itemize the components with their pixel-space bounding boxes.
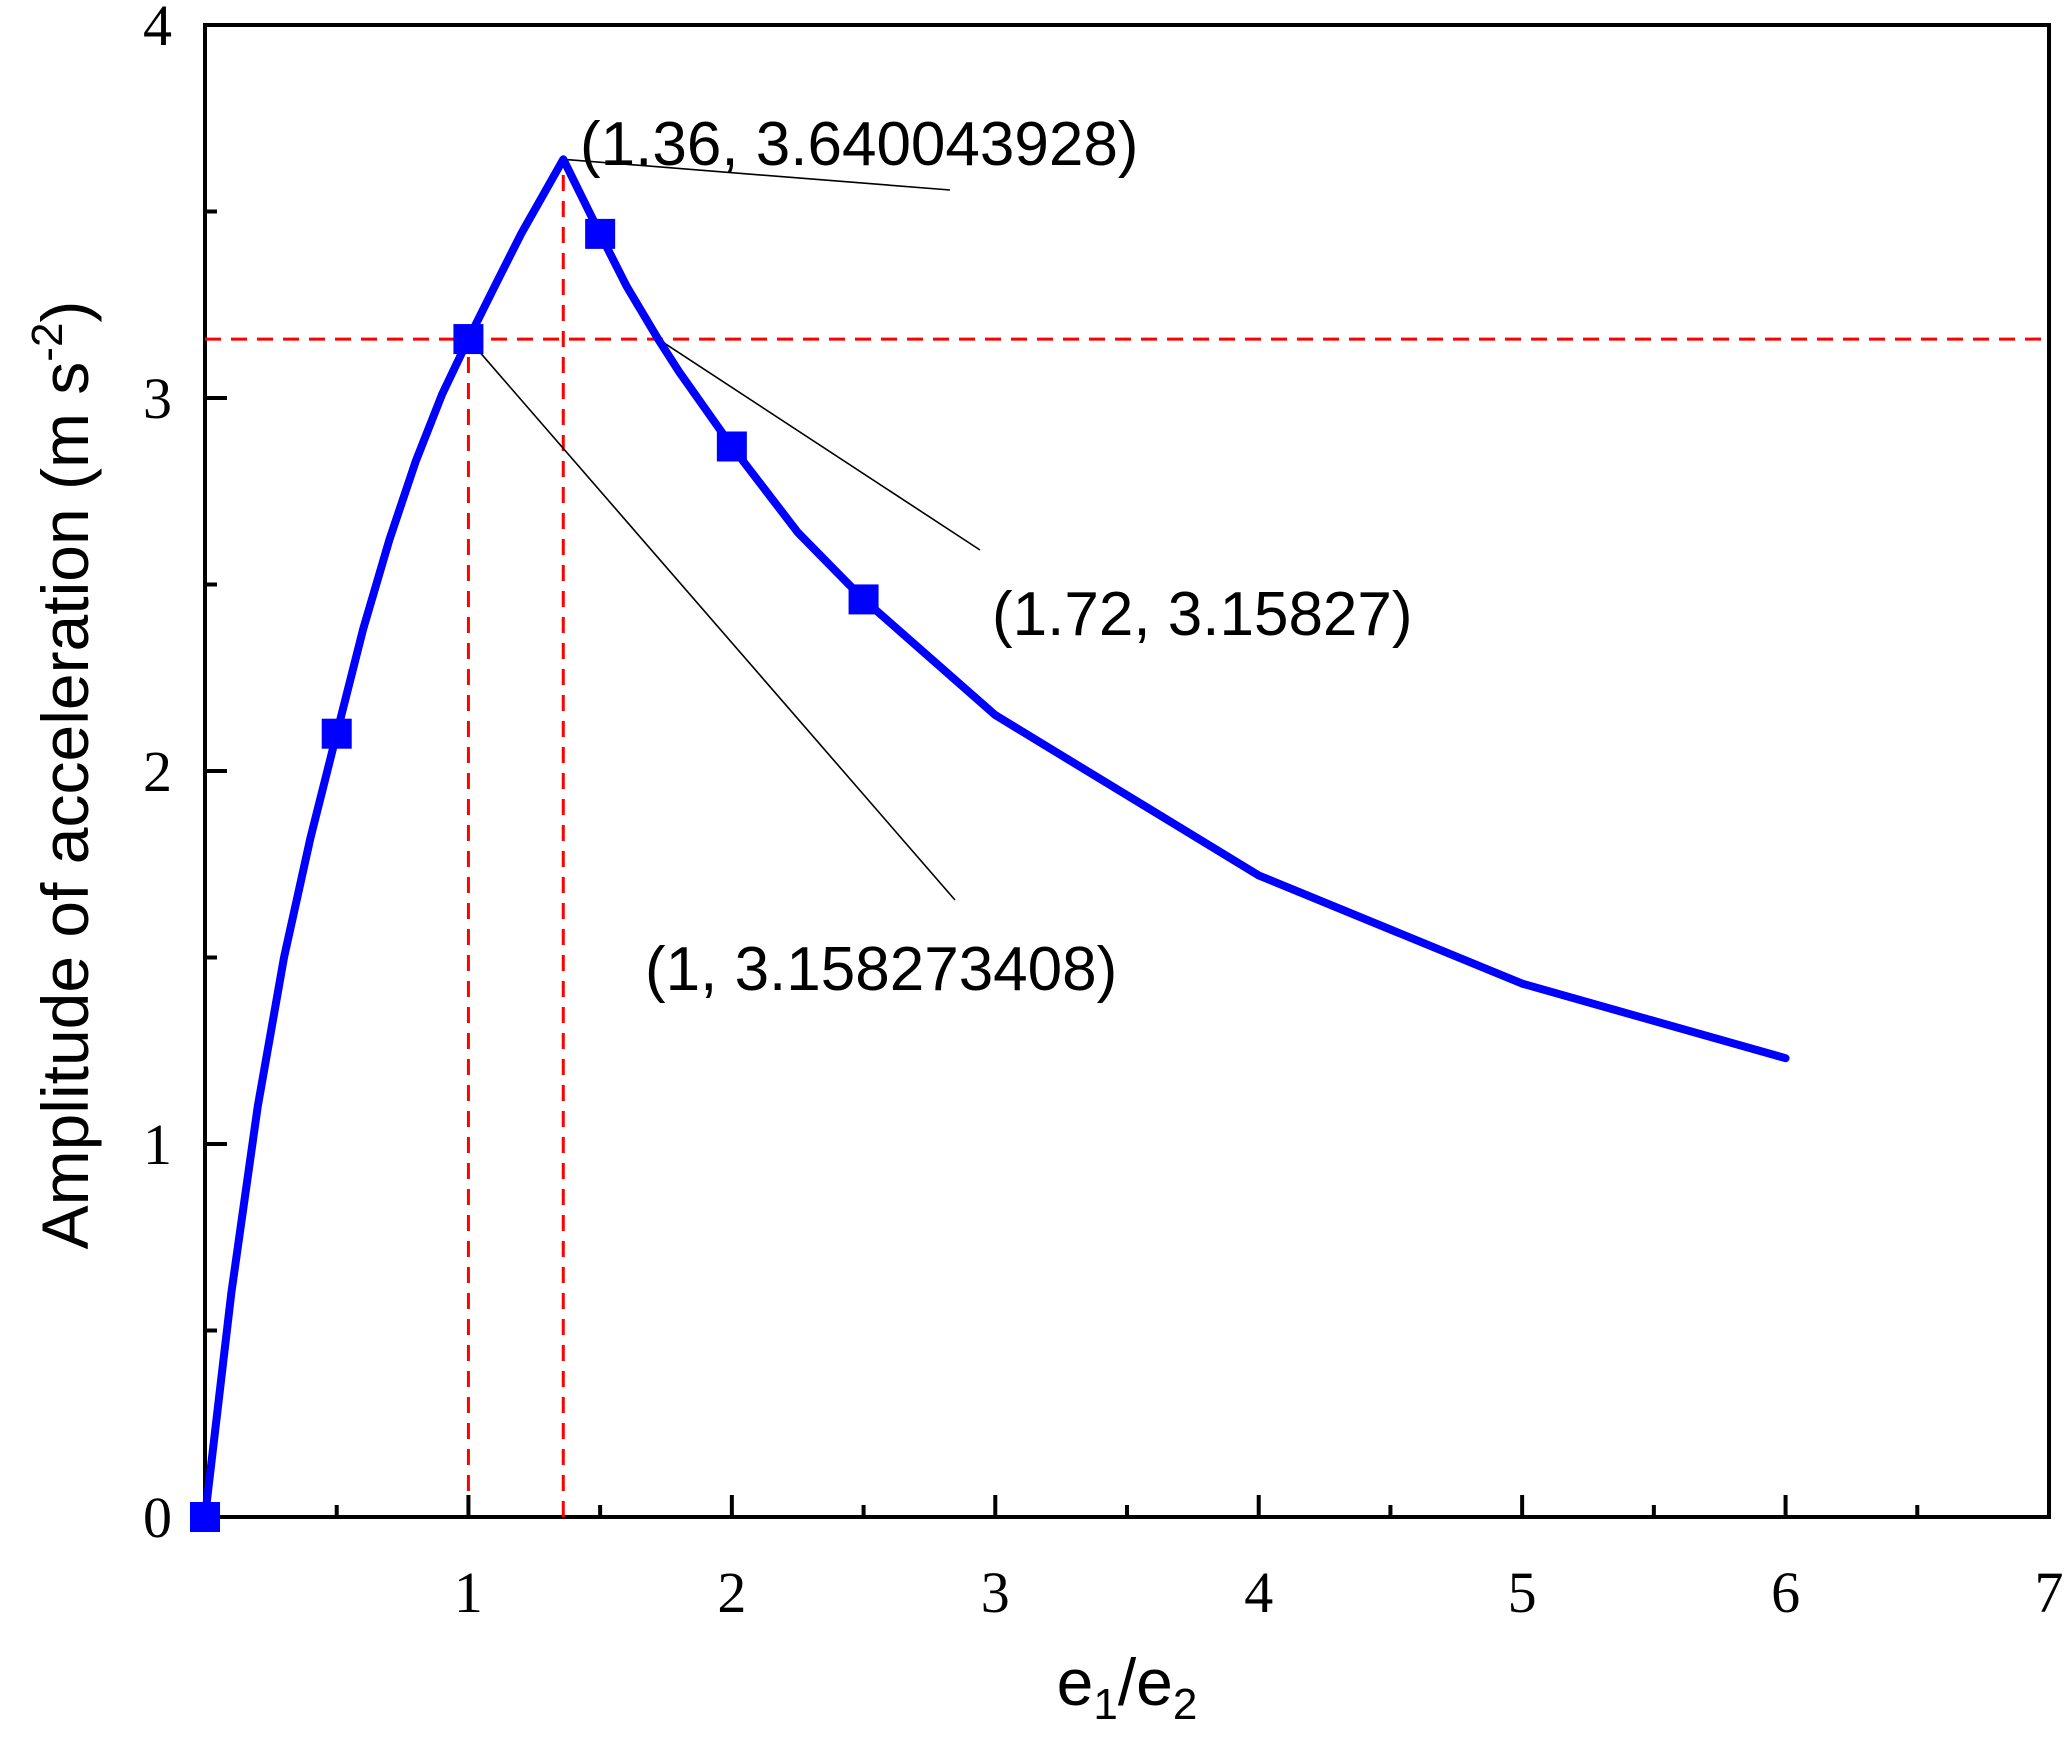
series-marker [321, 718, 352, 749]
annotation-peak: (1.36, 3.640043928) [580, 110, 1138, 179]
y-tick-label: 0 [143, 1485, 172, 1550]
y-title-sup: -2 [23, 323, 72, 362]
series-marker [716, 431, 747, 462]
y-title-text: Amplitude of acceleration (m s [28, 362, 102, 1250]
reference-lines [205, 159, 2049, 1517]
series-marker [190, 1502, 220, 1532]
x-title-slash: / [1118, 1645, 1137, 1719]
annotation-leader-line [563, 158, 951, 191]
annotation-leaders [467, 158, 981, 901]
annotation-leader-line [467, 338, 956, 901]
x-title-sub2: 2 [1173, 1680, 1197, 1729]
series-line [201, 155, 1790, 1521]
annotation-intersection: (1.72, 3.15827) [992, 580, 1413, 649]
x-tick-label: 1 [454, 1560, 483, 1625]
series-marker [848, 584, 879, 615]
x-title-base1: e [1057, 1645, 1094, 1719]
y-tick-label: 2 [143, 739, 172, 804]
plot-frame [203, 23, 2051, 1519]
y-axis-title: Amplitude of acceleration (m s-2) [23, 301, 102, 1250]
y-title-close: ) [28, 301, 102, 323]
x-tick-label: 4 [1244, 1560, 1273, 1625]
x-tick-label: 6 [1771, 1560, 1800, 1625]
annotation-leader-line [657, 338, 981, 551]
axis-ticks [205, 23, 2051, 1519]
annotation-unity-ratio: (1, 3.158273408) [645, 935, 1117, 1004]
tick-labels: 1 2 3 4 5 6 7 0 1 2 3 4 [143, 0, 2064, 1625]
x-title-sub1: 1 [1093, 1680, 1117, 1729]
y-tick-label: 1 [143, 1112, 172, 1177]
series-marker [453, 324, 484, 355]
series-marker [585, 218, 616, 249]
x-tick-label: 3 [981, 1560, 1010, 1625]
x-tick-label: 5 [1508, 1560, 1537, 1625]
series-group [190, 155, 1790, 1532]
x-title-base2: e [1136, 1645, 1173, 1719]
x-axis-title: e1/e2 [1057, 1645, 1198, 1729]
y-tick-label: 4 [143, 0, 172, 58]
x-tick-label: 7 [2035, 1560, 2064, 1625]
x-tick-label: 2 [717, 1560, 746, 1625]
y-tick-label: 3 [143, 366, 172, 431]
